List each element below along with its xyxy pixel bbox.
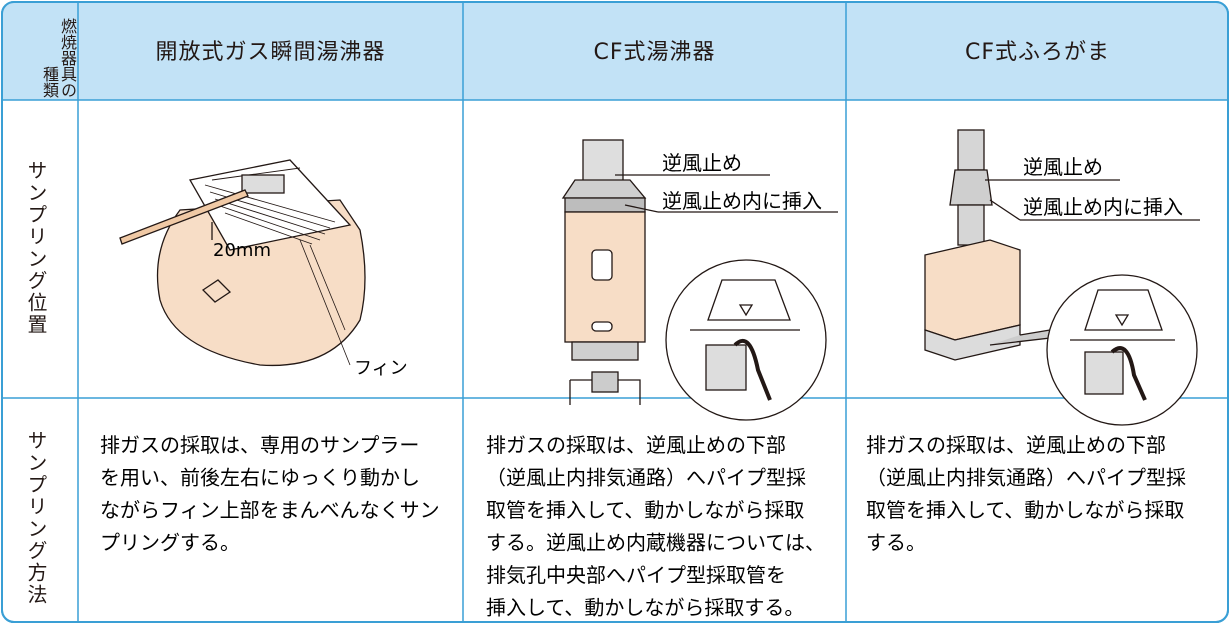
method-text-line: 挿入して、動かしながら採取する。 (486, 596, 804, 620)
method-text-line: 取管を挿入して、動かしながら採取 (866, 498, 1184, 522)
column-header: 開放式ガス瞬間湯沸器 (155, 40, 386, 65)
method-text-line: 排ガスの採取は、専用のサンプラー (100, 433, 419, 457)
row-header: サンプリング位置 (24, 160, 48, 336)
row-header: サンプリング方法 (24, 430, 48, 606)
header-band (2, 2, 1228, 100)
column-header: CF式ふろがま (964, 40, 1111, 65)
diagram-label: 逆風止め (662, 151, 742, 175)
cf-bath-diagram (924, 129, 1200, 426)
method-texts: 排ガスの採取は、専用のサンプラーを用い、前後左右にゆっくり動かしながらフィン上部… (100, 433, 1186, 620)
method-text-line: を用い、前後左右にゆっくり動かし (100, 466, 420, 490)
corner-label: 燃焼器具の種類 (40, 18, 77, 98)
method-text-line: する。逆風止め内蔵機器については、 (486, 531, 825, 555)
method-text-line: 排ガスの採取は、逆風止めの下部 (866, 433, 1166, 457)
diagram-label: 20mm (213, 240, 271, 261)
method-text-line: 排気孔中央部へパイプ型採取管を (486, 563, 786, 587)
method-text-line: （逆風止内排気通路）へパイプ型採 (486, 466, 806, 490)
diagram-label: 逆風止め内に挿入 (1023, 195, 1183, 219)
method-text-line: （逆風止内排気通路）へパイプ型採 (866, 466, 1186, 490)
water-heater-diagram (119, 159, 366, 367)
column-header: CF式湯沸器 (593, 40, 716, 65)
method-text-line: 取管を挿入して、動かしながら採取 (486, 498, 804, 522)
method-text-line: プリングする。 (100, 531, 240, 555)
diagram-label: 逆風止め (1023, 155, 1103, 179)
cf-heater-diagram (561, 139, 838, 421)
diagram-label: フィン (354, 358, 408, 379)
method-text-line: ながらフィン上部をまんべんなくサン (100, 498, 440, 522)
method-text-line: する。 (866, 531, 926, 555)
diagram-label: 逆風止め内に挿入 (662, 189, 822, 213)
method-text-line: 排ガスの採取は、逆風止めの下部 (486, 433, 786, 457)
